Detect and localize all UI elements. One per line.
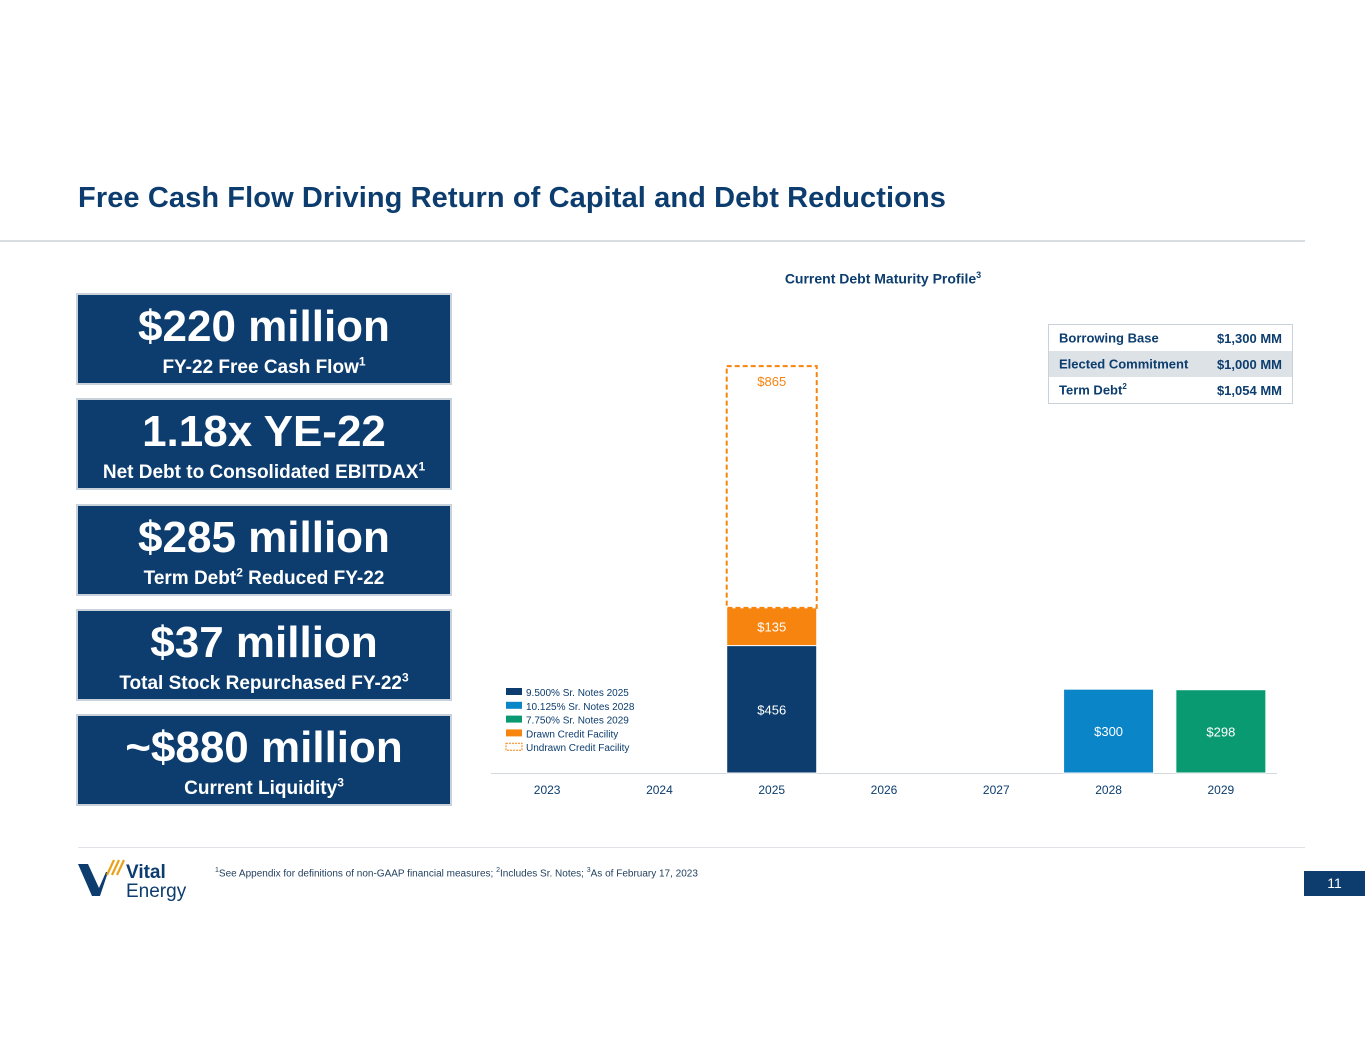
chart-title: Current Debt Maturity Profile3 [784,270,982,287]
table-label: Elected Commitment [1048,351,1204,377]
table-row: Borrowing Base $1,300 MM [1049,325,1293,352]
x-tick-label-2024: 2024 [646,783,673,797]
x-tick-label-2025: 2025 [758,783,785,797]
x-tick-label-2023: 2023 [534,783,561,797]
stat-box-free-cash-flow: $220 million FY-22 Free Cash Flow1 [76,293,452,385]
data-label-2025-4: $865 [757,374,786,389]
data-label-2025-3: $135 [757,620,786,635]
bar-7-750-sr-notes-2029-2029 [1175,689,1267,774]
svg-text:Energy: Energy [126,881,187,902]
stat-box-term-debt-reduced: $285 million Term Debt2 Reduced FY-22 [76,504,452,596]
legend-label-3: Drawn Credit Facility [526,729,618,740]
stat-box-stock-repurchased: $37 million Total Stock Repurchased FY-2… [76,609,452,701]
stat-value: ~$880 million [125,723,403,772]
legend-swatch-1 [506,701,522,709]
svg-text:Vital: Vital [126,862,166,883]
stat-label: Current Liquidity3 [184,775,344,799]
legend-swatch-4 [505,742,523,751]
table-value: $1,000 MM [1203,351,1293,377]
x-tick-label-2026: 2026 [871,783,898,797]
title-divider [0,240,1305,242]
stat-label: Net Debt to Consolidated EBITDAX1 [102,459,426,483]
stat-value: $37 million [150,618,378,667]
x-tick-label-2029: 2029 [1208,783,1235,797]
stat-box-net-debt-ratio: 1.18x YE-22 Net Debt to Consolidated EBI… [76,398,452,490]
stat-label: Total Stock Repurchased FY-223 [119,670,409,694]
vital-energy-logo: Vital Energy [78,859,187,902]
stat-value: 1.18x YE-22 [142,407,386,456]
table-label: Borrowing Base [1059,330,1159,346]
bar-drawn-credit-facility-2025 [726,607,818,647]
data-label-2025-0: $456 [757,702,786,717]
table-label: Term Debt2 [1059,382,1127,398]
x-tick-label-2027: 2027 [983,783,1010,797]
legend-swatch-0 [506,688,522,695]
legend-label-4: Undrawn Credit Facility [526,743,629,754]
legend-label-1: 10.125% Sr. Notes 2028 [526,702,635,713]
bar-10-125-sr-notes-2028-2028 [1063,688,1155,774]
footer-divider [78,847,1305,848]
legend-label-0: 9.500% Sr. Notes 2025 [526,688,629,699]
legend-label-2: 7.750% Sr. Notes 2029 [526,716,629,727]
table-value: $1,300 MM [1216,330,1282,346]
data-label-2029-2: $298 [1206,724,1235,739]
x-tick-label-2028: 2028 [1095,783,1122,797]
table-value: $1,054 MM [1216,382,1282,398]
legend-swatch-2 [506,715,522,723]
table-row: Elected Commitment $1,000 MM [1048,351,1293,377]
page-number: 11 [1304,871,1365,896]
stat-value: $285 million [138,513,390,562]
stat-label: FY-22 Free Cash Flow1 [162,354,366,378]
stat-label: Term Debt2 Reduced FY-22 [143,565,385,589]
legend-swatch-3 [506,729,522,737]
bar-undrawn-credit-facility-2025 [725,365,818,609]
table-row: Term Debt2 $1,054 MM [1049,377,1293,404]
credit-facility-table: Borrowing Base $1,300 MM Elected Commitm… [1048,324,1293,404]
stat-value: $220 million [138,302,390,351]
stat-box-current-liquidity: ~$880 million Current Liquidity3 [76,714,452,806]
data-label-2028-1: $300 [1094,724,1123,739]
slide-title: Free Cash Flow Driving Return of Capital… [78,182,947,214]
footnote: 1See Appendix for definitions of non-GAA… [215,867,698,880]
